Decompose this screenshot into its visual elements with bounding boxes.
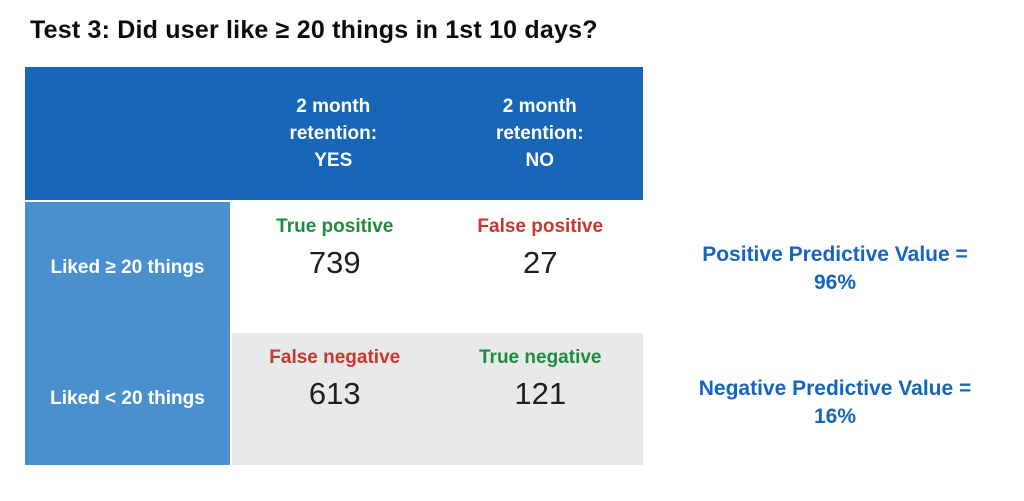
- cell-value: 613: [308, 376, 361, 411]
- table-body: Liked ≥ 20 things Liked < 20 things True…: [25, 202, 643, 465]
- cell-false-positive: False positive 27: [438, 202, 644, 333]
- table-corner-cell: [25, 67, 230, 200]
- table-cells: True positive 739 False positive 27 Fals…: [232, 202, 643, 465]
- row-header-liked-ge-20: Liked ≥ 20 things: [50, 256, 205, 278]
- cell-label: True negative: [479, 347, 602, 368]
- positive-predictive-value-label: Positive Predictive Value = 96%: [702, 243, 968, 294]
- row-label-column: Liked ≥ 20 things Liked < 20 things: [25, 202, 230, 465]
- column-header-retention-no: 2 month retention: NO: [495, 96, 584, 171]
- cell-label: False negative: [269, 347, 401, 368]
- table-row: True positive 739 False positive 27: [232, 202, 643, 333]
- table-row: False negative 613 True negative 121: [232, 333, 643, 465]
- cell-label: True positive: [276, 216, 394, 237]
- negative-predictive-value-label: Negative Predictive Value = 16%: [698, 377, 972, 428]
- table-header-row: 2 month retention: YES 2 month retention…: [25, 67, 643, 200]
- column-header-retention-yes: 2 month retention: YES: [289, 96, 378, 171]
- cell-value: 121: [514, 376, 567, 411]
- cell-true-negative: True negative 121: [438, 333, 644, 465]
- cell-value: 27: [523, 245, 558, 280]
- cell-label: False positive: [477, 216, 604, 237]
- page-title: Test 3: Did user like ≥ 20 things in 1st…: [30, 16, 598, 44]
- cell-true-positive: True positive 739: [232, 202, 438, 333]
- cell-false-negative: False negative 613: [232, 333, 438, 465]
- row-header-liked-lt-20: Liked < 20 things: [50, 388, 205, 409]
- confusion-matrix-table: 2 month retention: YES 2 month retention…: [25, 67, 643, 465]
- cell-value: 739: [308, 245, 361, 280]
